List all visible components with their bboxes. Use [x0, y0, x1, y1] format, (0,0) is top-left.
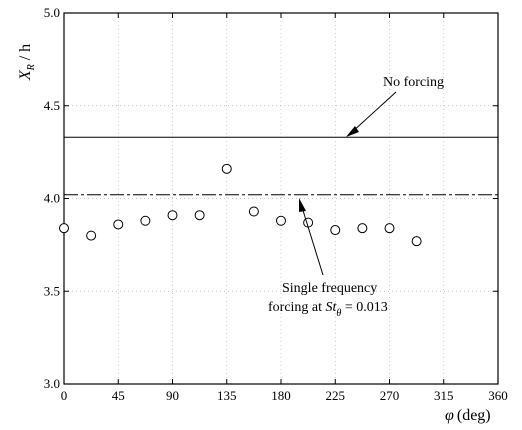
x-tick-label: 0: [61, 388, 68, 403]
arrow-single-frequency: [299, 198, 324, 276]
y-tick-label: 3.5: [44, 283, 60, 298]
data-points: [59, 163, 422, 247]
ticks: 0 45 90 135 180 225 270 315 360 3.0 3.5 4.0 4.5 5.0: [44, 5, 508, 403]
x-tick-label: 360: [488, 388, 508, 403]
x-tick-label: 45: [112, 388, 125, 403]
data-point: [330, 225, 341, 236]
annotation-no-forcing: No forcing: [383, 75, 444, 90]
x-tick-label: 180: [271, 388, 291, 403]
data-point: [86, 230, 97, 241]
data-point: [167, 210, 178, 221]
y-tick-label: 5.0: [44, 5, 60, 20]
data-point: [113, 219, 124, 230]
x-tick-label: 90: [166, 388, 179, 403]
data-point: [276, 215, 286, 226]
data-point: [221, 163, 232, 174]
data-point: [140, 215, 151, 226]
grid: [64, 13, 498, 384]
y-tick-label: 4.0: [44, 191, 60, 206]
x-tick-label: 315: [434, 388, 454, 403]
y-axis-label: XR/ h: [17, 44, 37, 81]
y-tick-label: 4.5: [44, 98, 60, 113]
annotation-single-frequency-line1: Single frequency: [282, 281, 377, 296]
reference-lines: [64, 136, 498, 196]
x-axis-label: φ (deg): [445, 407, 491, 424]
data-point: [357, 223, 368, 234]
data-point: [59, 223, 69, 234]
data-point: [411, 236, 422, 247]
annotation-single-frequency-line2: forcing at Stθ = 0.013: [268, 300, 388, 319]
arrow-no-forcing: [346, 91, 397, 137]
x-tick-label: 270: [380, 388, 400, 403]
data-point: [248, 206, 259, 217]
data-point: [384, 223, 395, 234]
x-tick-label: 135: [217, 388, 237, 403]
x-tick-label: 225: [326, 388, 346, 403]
y-tick-label: 3.0: [44, 376, 60, 391]
data-point: [194, 210, 205, 221]
